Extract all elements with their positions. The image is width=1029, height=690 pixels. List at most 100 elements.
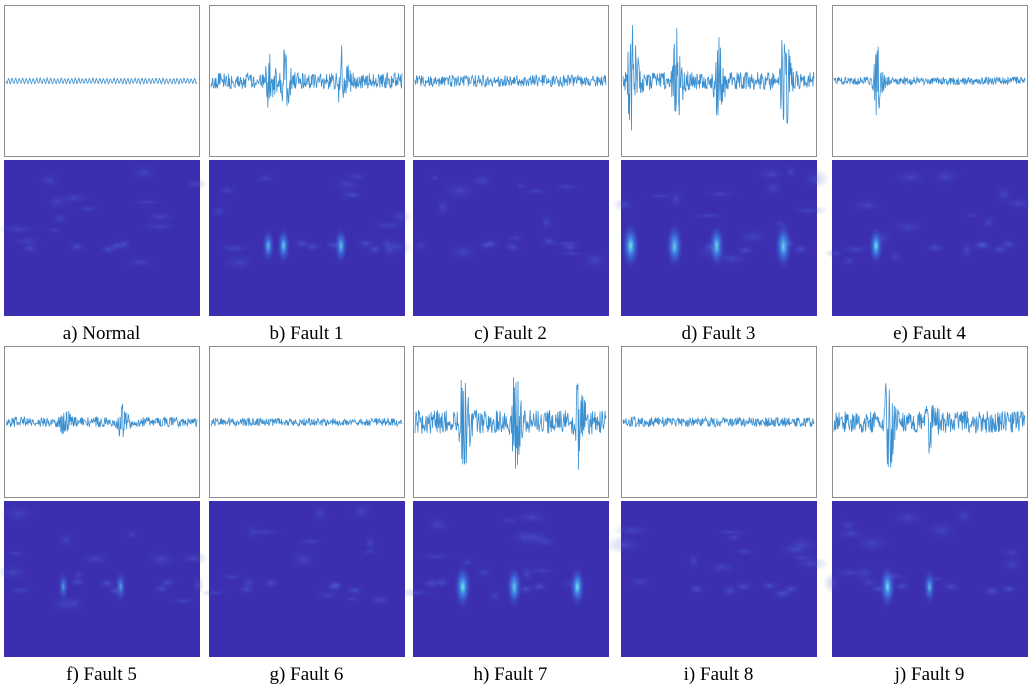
scalogram-texture — [254, 173, 277, 185]
scalogram-texture — [538, 214, 555, 231]
caption: b) Fault 1 — [270, 323, 344, 344]
scalogram-blob — [57, 570, 69, 603]
scalogram-texture — [1000, 557, 1024, 573]
scalogram-texture — [644, 193, 676, 199]
scalogram-texture — [293, 537, 327, 546]
caption: c) Fault 2 — [474, 323, 547, 344]
scalogram-texture — [130, 199, 165, 205]
scalogram-band — [236, 583, 256, 595]
scalogram-band — [114, 238, 134, 250]
panel: c) Fault 2 — [413, 6, 610, 345]
scalogram-band — [869, 583, 889, 595]
scalogram-band — [700, 240, 720, 252]
scalogram-texture — [520, 187, 550, 195]
scalogram-texture — [287, 550, 319, 569]
scalogram-texture — [551, 183, 582, 190]
scalogram-texture — [446, 243, 480, 263]
scalogram-band — [999, 583, 1019, 595]
scalogram-texture — [139, 221, 178, 231]
scalogram-band — [157, 577, 177, 589]
scalogram-texture — [790, 205, 830, 215]
scalogram-texture — [414, 239, 428, 252]
panel: a) Normal — [0, 6, 207, 345]
scalogram-texture — [331, 177, 363, 192]
scalogram-texture — [834, 526, 867, 540]
scalogram-blob — [868, 225, 883, 267]
scalogram-texture — [56, 531, 76, 548]
caption: g) Fault 6 — [270, 664, 344, 685]
scalogram-texture — [78, 552, 113, 566]
scalogram-texture — [841, 255, 858, 268]
scalogram-texture — [429, 174, 442, 182]
scalogram-texture — [504, 234, 527, 242]
scalogram-texture — [218, 573, 245, 580]
scalogram-texture — [178, 551, 209, 565]
scalogram-texture — [705, 560, 739, 574]
scalogram-texture — [776, 542, 814, 557]
scalogram-texture — [221, 253, 256, 271]
scalogram-texture — [166, 597, 199, 605]
scalogram-band — [105, 585, 125, 597]
scalogram-texture — [125, 529, 139, 540]
scalogram — [832, 160, 1028, 316]
scalogram-band — [790, 243, 810, 255]
scalogram-band — [365, 243, 385, 255]
scalogram-texture — [416, 553, 454, 560]
scalogram-texture — [627, 576, 653, 588]
caption: j) Fault 9 — [894, 664, 965, 685]
scalogram-band — [781, 583, 801, 595]
scalogram-band — [665, 238, 685, 250]
scalogram-texture — [830, 567, 868, 578]
scalogram-texture — [143, 210, 178, 223]
scalogram-band — [925, 242, 945, 254]
scalogram-texture — [367, 593, 393, 607]
scalogram-texture — [800, 169, 829, 189]
scalogram — [209, 160, 405, 316]
scalogram-band — [892, 580, 912, 592]
scalogram-texture — [526, 567, 558, 575]
scalogram-texture — [46, 227, 62, 235]
scalogram-texture — [689, 212, 728, 219]
scalogram-texture — [954, 507, 974, 524]
scalogram-texture — [439, 180, 478, 201]
scalogram-texture — [473, 566, 495, 580]
scalogram-texture — [711, 529, 749, 536]
scalogram-texture — [732, 547, 758, 556]
scalogram-band — [261, 577, 281, 589]
scalogram-texture — [962, 212, 980, 219]
scalogram-texture — [50, 211, 69, 225]
scalogram-band — [68, 576, 88, 588]
scalogram-texture — [349, 502, 374, 522]
scalogram-band — [20, 242, 40, 254]
scalogram-texture — [5, 550, 27, 557]
caption: a) Normal — [63, 323, 141, 344]
scalogram-texture — [887, 249, 903, 265]
scalogram-texture — [1000, 547, 1023, 557]
scalogram-texture — [182, 178, 207, 190]
scalogram-texture — [0, 504, 37, 523]
scalogram-texture — [123, 255, 158, 268]
scalogram-texture — [893, 169, 929, 186]
scalogram-texture — [613, 524, 653, 537]
panel: i) Fault 8 — [605, 347, 829, 686]
scalogram-texture — [516, 529, 554, 547]
panel: d) Fault 3 — [612, 6, 829, 345]
scalogram-texture — [612, 197, 637, 211]
panel: b) Fault 1 — [208, 6, 412, 345]
scalogram-band — [686, 583, 706, 595]
scalogram-band — [67, 241, 87, 253]
scalogram-band — [736, 244, 756, 256]
scalogram-texture — [891, 509, 927, 526]
page: a) Normalb) Fault 1c) Fault 2d) Fault 3e… — [0, 0, 1029, 685]
scalogram-band — [502, 241, 522, 253]
scalogram-texture — [217, 184, 238, 197]
scalogram-texture — [387, 208, 411, 225]
panel: g) Fault 6 — [200, 347, 405, 686]
scalogram-texture — [578, 250, 610, 271]
caption: f) Fault 5 — [66, 664, 137, 685]
scalogram-band — [292, 238, 312, 250]
caption: d) Fault 3 — [682, 323, 756, 344]
scalogram-texture — [208, 205, 229, 217]
scalogram-blob — [569, 565, 585, 608]
scalogram-blob — [454, 563, 472, 611]
